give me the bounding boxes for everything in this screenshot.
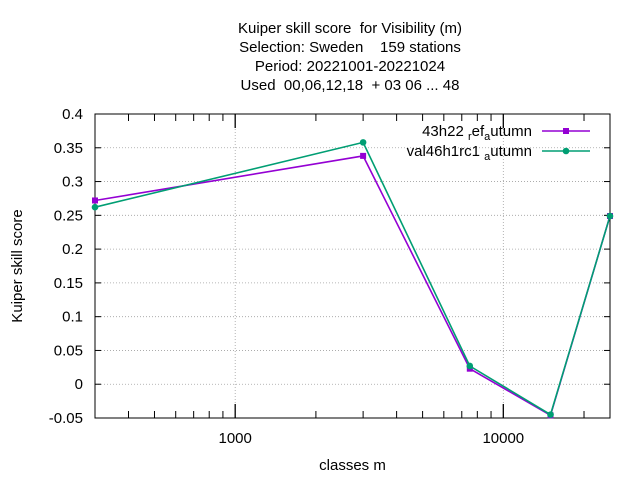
data-point: [466, 362, 474, 370]
x-tick-label: 10000: [482, 430, 524, 447]
grid: [95, 114, 610, 418]
x-axis-label: classes m: [319, 457, 386, 474]
legend-label: 43h22 refautumn: [422, 123, 532, 143]
data-point: [92, 197, 98, 204]
title-line: Selection: Sweden 159 stations: [239, 39, 461, 56]
data-point: [360, 152, 367, 159]
legend-marker: [562, 147, 570, 155]
y-tick-label: 0.25: [54, 207, 83, 224]
plot-frame: [94, 113, 611, 419]
legend-marker: [563, 128, 569, 134]
y-tick-label: -0.05: [49, 410, 83, 427]
data-point: [547, 411, 554, 418]
title-line: Kuiper skill score for Visibility (m): [238, 20, 462, 37]
chart-title: Kuiper skill score for Visibility (m) Sel…: [238, 20, 462, 94]
axes: -0.05 0 0.05 0.1 0.15 0.2 0.25 0.3 0.35 0.4 1000 10…: [49, 106, 610, 447]
legend-label: val46h1rc1 autumn: [407, 143, 532, 163]
y-tick-label: 0.15: [54, 275, 83, 292]
data-point: [91, 203, 99, 211]
y-tick-label: 0.05: [54, 342, 83, 359]
series-group: [91, 139, 614, 419]
y-tick-label: 0.1: [62, 309, 83, 326]
series-line-1: [94, 155, 611, 417]
y-axis-label: Kuiper skill score: [9, 209, 26, 322]
y-tick-label: 0.2: [62, 241, 83, 258]
y-tick-label: 0.3: [62, 174, 83, 191]
data-point: [359, 139, 367, 146]
data-point: [606, 212, 614, 220]
y-tick-label: 0: [75, 376, 83, 393]
y-tick-label: 0.4: [62, 106, 83, 123]
x-tick-label: 1000: [219, 430, 252, 447]
series-line-2: [94, 141, 611, 416]
title-line: Used 00,06,12,18 + 03 06 ... 48: [241, 77, 460, 94]
y-tick-label: 0.35: [54, 140, 83, 157]
title-line: Period: 20221001-20221024: [255, 58, 445, 75]
